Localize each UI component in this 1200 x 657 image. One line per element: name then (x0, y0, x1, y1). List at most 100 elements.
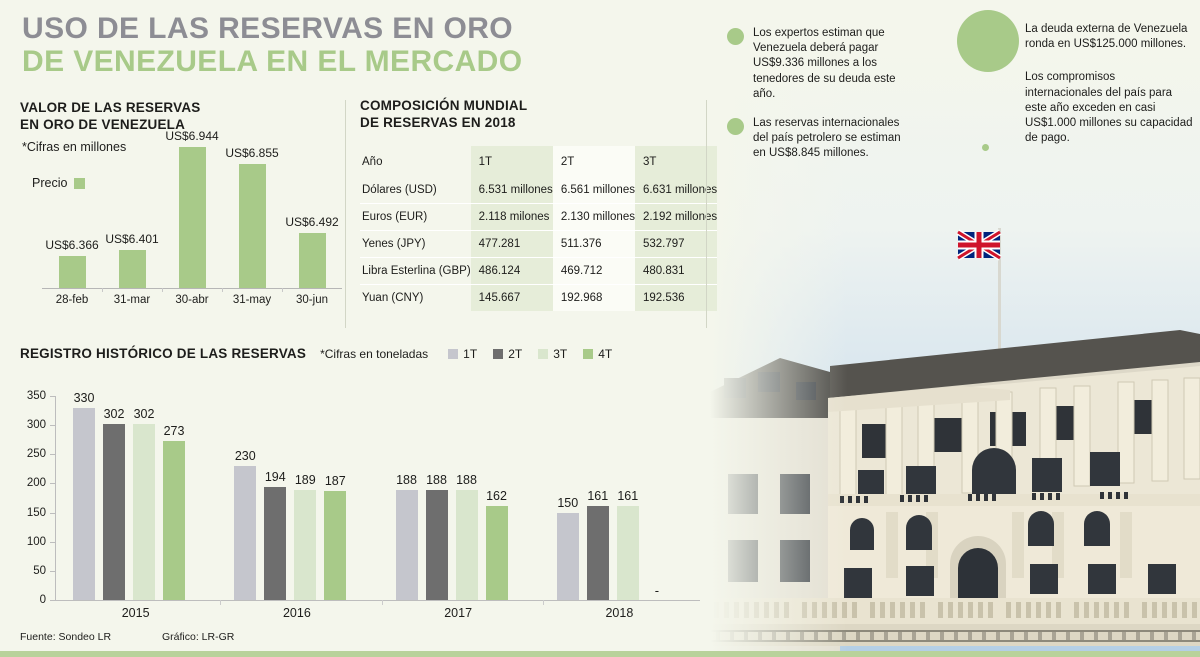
chart2-bar-3T (616, 506, 639, 600)
bullet-text: Las reservas internacionales del país pe… (753, 116, 901, 160)
chart2-bar-value-label: 302 (103, 406, 125, 421)
decorative-circle-large (957, 10, 1019, 72)
list-item: La deuda externa de Venezuela ronda en U… (1025, 22, 1193, 52)
chart2-x-category-label: 2018 (605, 606, 634, 620)
bullet-text: La deuda externa de Venezuela ronda en U… (1025, 23, 1188, 51)
table-cell: 6.631 millones (634, 176, 718, 204)
chart2-legend-swatch (538, 348, 549, 359)
chart2-bar-value-label: 188 (396, 473, 417, 488)
chart2-bar-value-label: 187 (324, 474, 346, 489)
table-row: Libra Esterlina (GBP) 486.124 469.712 480.8… (360, 256, 718, 285)
chart1-bar-value-label: US$6.401 (105, 231, 159, 246)
chart2-y-tick-mark (50, 570, 55, 572)
table-cell: 486.124 (470, 256, 553, 285)
bullet-list-left: Los expertos estiman que Venezuela deber… (727, 26, 907, 175)
chart2-y-tick-mark (50, 454, 55, 456)
chart2-legend-item-1T[interactable]: 1T (448, 347, 477, 361)
chart1-bar (238, 163, 266, 288)
headline-line-1: USO DE LAS RESERVAS EN ORO (22, 12, 514, 45)
table-col-header-2: 2T (552, 145, 635, 177)
list-item: Las reservas internacionales del país pe… (727, 116, 907, 162)
chart2-note: *Cifras en toneladas (320, 346, 429, 361)
list-item: Los compromisos internacionales del país… (1025, 70, 1193, 146)
gold-reserves-value-chart: *Cifras en millones Precio US$6.366 US$6.… (20, 98, 342, 320)
table-cell: 477.281 (470, 229, 553, 258)
table-row: Yuan (CNY) 145.667 192.968 192.536 (360, 283, 718, 311)
bullet-dot-icon (727, 28, 744, 45)
chart2-bar-value-label: 161 (617, 489, 639, 504)
table-col-header-0: Año (362, 155, 383, 168)
chart1-bar-group: US$6.492 (282, 136, 342, 288)
chart1-bar-value-label: US$6.855 (225, 145, 279, 160)
chart1-bar-value-label: US$6.366 (45, 238, 99, 253)
historic-reserves-chart: 0 50 100 150 200 250 300 350 330 302 302 273 230 194… (14, 386, 704, 620)
chart2-y-tick-mark (50, 483, 55, 485)
chart1-bar-group: US$6.944 (162, 129, 222, 288)
chart1-x-axis (42, 288, 342, 289)
table-cell: Yuan (CNY) (360, 283, 471, 311)
chart2-bar-value-label: 188 (456, 473, 477, 488)
table-col-header-1: 1T (470, 145, 553, 177)
chart2-legend-label: 1T (463, 346, 478, 361)
chart1-plot-area: US$6.366 US$6.401 US$6.944 US$6.855 US$6.492 (42, 129, 342, 288)
chart2-x-separator (542, 600, 544, 605)
chart2-y-tick-mark (50, 396, 55, 397)
chart2-legend: 1T 2T 3T 4T (448, 347, 612, 361)
table-title-line-1: COMPOSICIÓN MUNDIAL (360, 98, 528, 113)
chart1-legend-swatch-precio (74, 177, 86, 189)
table-row: Euros (EUR) 2.118 milones 2.130 millones 2.… (360, 202, 718, 231)
table-cell: Yenes (JPY) (360, 229, 471, 258)
chart2-plot-area: 330 302 302 273 230 194 189 187 188 188 188 162 150 1… (55, 391, 700, 600)
chart1-bar (118, 249, 146, 288)
headline-line-2: DE VENEZUELA EN EL MERCADO (22, 45, 523, 78)
table-cell: 469.712 (552, 256, 635, 285)
chart2-legend-item-4T[interactable]: 4T (583, 347, 612, 361)
footer-source: Fuente: Sondeo LR (20, 631, 112, 643)
chart1-note: *Cifras en millones (22, 140, 127, 154)
chart2-x-category-label: 2017 (444, 606, 473, 620)
chart2-legend-label: 4T (598, 346, 613, 361)
chart2-bar-value-label: 273 (163, 423, 185, 438)
table-cell: Euros (EUR) (360, 202, 471, 231)
footer-credit: Gráfico: LR-GR (162, 631, 235, 643)
chart2-y-tick-label: 350 (26, 390, 46, 402)
chart2-y-tick-mark (50, 600, 55, 601)
bullet-text: Los expertos estiman que Venezuela deber… (753, 27, 896, 100)
table-cell: 2.192 millones (634, 202, 718, 231)
chart2-bar-value-label: 330 (73, 390, 95, 405)
list-item: Los expertos estiman que Venezuela deber… (727, 26, 907, 102)
chart2-legend-item-3T[interactable]: 3T (538, 347, 567, 361)
chart1-bar-group: US$6.401 (102, 136, 162, 288)
table-cell: 2.130 millones (552, 202, 635, 231)
chart2-bar-2T (264, 486, 287, 600)
chart1-x-tick-label: 30-jun (296, 294, 328, 306)
chart2-y-tick-mark (50, 541, 55, 543)
chart1-bar-value-label: US$6.944 (165, 128, 219, 143)
table-cell: 6.561 millones (552, 176, 635, 204)
bank-of-england-photo (710, 0, 1200, 651)
chart2-y-tick-label: 100 (26, 535, 46, 548)
chart2-bar-value-label: 161 (587, 489, 609, 504)
table-body: Dólares (USD) 6.531 millones 6.561 millone… (360, 176, 718, 311)
chart2-legend-label: 2T (508, 346, 523, 361)
chart2-y-tick-label: 0 (39, 594, 46, 606)
chart2-y-tick-label: 200 (26, 477, 46, 490)
chart2-legend-swatch (493, 348, 504, 359)
table-cell: 2.118 milones (470, 202, 553, 231)
chart2-bar-value-label: 302 (133, 406, 155, 421)
table-row: Yenes (JPY) 477.281 511.376 532.797 (360, 229, 718, 258)
table-cell: 6.531 millones (470, 176, 553, 204)
table-col-header-3: 3T (634, 145, 718, 177)
chart1-tick-mark (282, 288, 283, 292)
chart2-bar-2T (103, 423, 125, 600)
table-head: Año 1T 2T 3T (360, 145, 718, 177)
chart2-y-tick-label: 300 (26, 419, 46, 432)
chart2-bar-value-label: 230 (234, 448, 256, 463)
chart2-y-tick-mark (50, 425, 55, 427)
chart2-x-category-label: 2015 (121, 606, 150, 620)
chart1-title-line-2: EN ORO DE VENEZUELA (20, 116, 186, 132)
chart2-bar-value-label: 188 (426, 473, 447, 488)
chart2-legend-item-2T[interactable]: 2T (493, 347, 522, 361)
chart2-bar-value-label: 150 (557, 495, 579, 510)
